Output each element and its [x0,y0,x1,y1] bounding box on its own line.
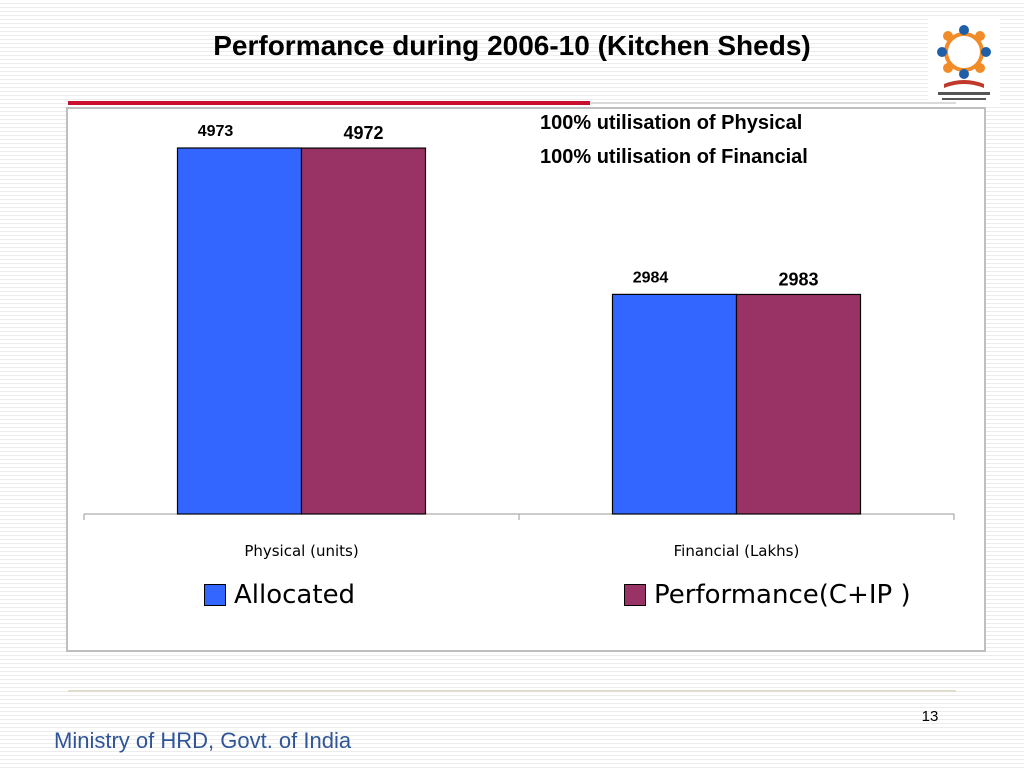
bar-performance [735,293,862,515]
legend-swatch-performance [624,584,646,606]
bar-value-label: 2983 [778,269,818,289]
title-underline-grey [590,102,956,104]
legend-label-performance: Performance(C+IP ) [654,580,911,610]
slide-title: Performance during 2006-10 (Kitchen Shed… [213,30,811,61]
bar-allocated [176,147,303,515]
page-number: 13 [921,708,939,725]
bar-value-label: 4972 [343,123,383,143]
category-tick-label: Physical (units) [244,542,358,560]
legend-item-performance: Performance(C+IP ) [624,580,911,610]
legend-swatch-allocated [204,584,226,606]
bar-performance [300,147,427,515]
mid-day-meal-logo-icon [928,18,1000,106]
footer-rule [68,690,956,692]
note-physical: 100% utilisation of Physical [540,112,803,134]
category-tick-label: Financial (Lakhs) [674,542,800,560]
title-underline-red [68,101,590,105]
note-financial: 100% utilisation of Financial [540,146,808,168]
legend-label-allocated: Allocated [234,580,356,610]
footer-text: Ministry of HRD, Govt. of India [54,728,352,753]
bar-allocated [611,293,738,515]
legend-item-allocated: Allocated [204,580,355,610]
bar-value-label: 2984 [633,269,669,286]
bar-value-label: 4973 [198,123,234,140]
